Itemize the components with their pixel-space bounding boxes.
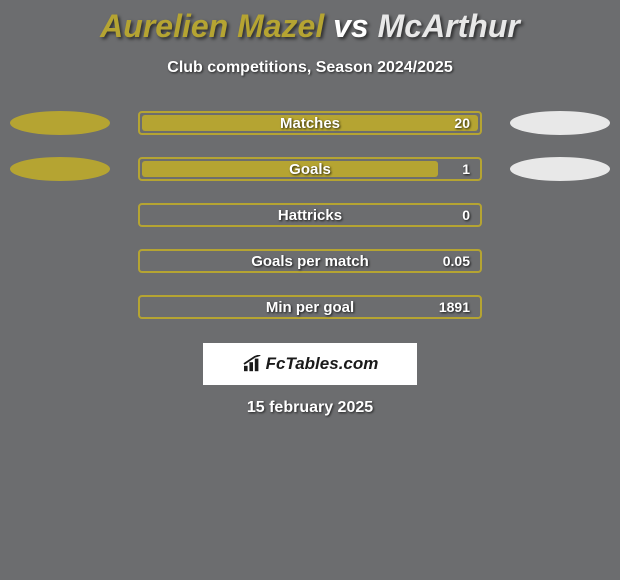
page-title: Aurelien Mazel vs McArthur <box>0 8 620 45</box>
stat-label: Hattricks <box>140 207 480 224</box>
player-left-oval <box>10 111 110 135</box>
stats-list: Matches20 Goals1 Hattricks0 Goals per match… <box>0 111 620 319</box>
subtitle: Club competitions, Season 2024/2025 <box>0 59 620 77</box>
stat-label: Goals per match <box>140 253 480 270</box>
stat-row: Min per goal1891 <box>0 295 620 319</box>
stat-value: 1 <box>462 161 470 177</box>
stat-value: 0.05 <box>443 253 470 269</box>
stat-value: 20 <box>454 115 470 131</box>
stat-row: Goals per match0.05 <box>0 249 620 273</box>
stat-row: Goals1 <box>0 157 620 181</box>
stat-row: Matches20 <box>0 111 620 135</box>
stat-bar: Matches20 <box>138 111 482 135</box>
stat-label: Goals <box>140 161 480 178</box>
stat-label: Min per goal <box>140 299 480 316</box>
stat-value: 1891 <box>439 299 470 315</box>
date-text: 15 february 2025 <box>0 399 620 417</box>
player-right-oval <box>510 157 610 181</box>
stat-label: Matches <box>140 115 480 132</box>
stat-bar: Min per goal1891 <box>138 295 482 319</box>
stat-value: 0 <box>462 207 470 223</box>
logo-text: FcTables.com <box>266 354 379 374</box>
stat-bar: Goals1 <box>138 157 482 181</box>
player-right-oval <box>510 111 610 135</box>
stat-row: Hattricks0 <box>0 203 620 227</box>
stat-bar: Goals per match0.05 <box>138 249 482 273</box>
player-left-oval <box>10 157 110 181</box>
vs-text: vs <box>324 8 377 44</box>
player-right-name: McArthur <box>378 8 520 44</box>
bar-chart-icon <box>242 355 264 373</box>
player-left-name: Aurelien Mazel <box>100 8 324 44</box>
stat-bar: Hattricks0 <box>138 203 482 227</box>
logo-box[interactable]: FcTables.com <box>203 343 417 385</box>
comparison-card: Aurelien Mazel vs McArthur Club competit… <box>0 0 620 580</box>
